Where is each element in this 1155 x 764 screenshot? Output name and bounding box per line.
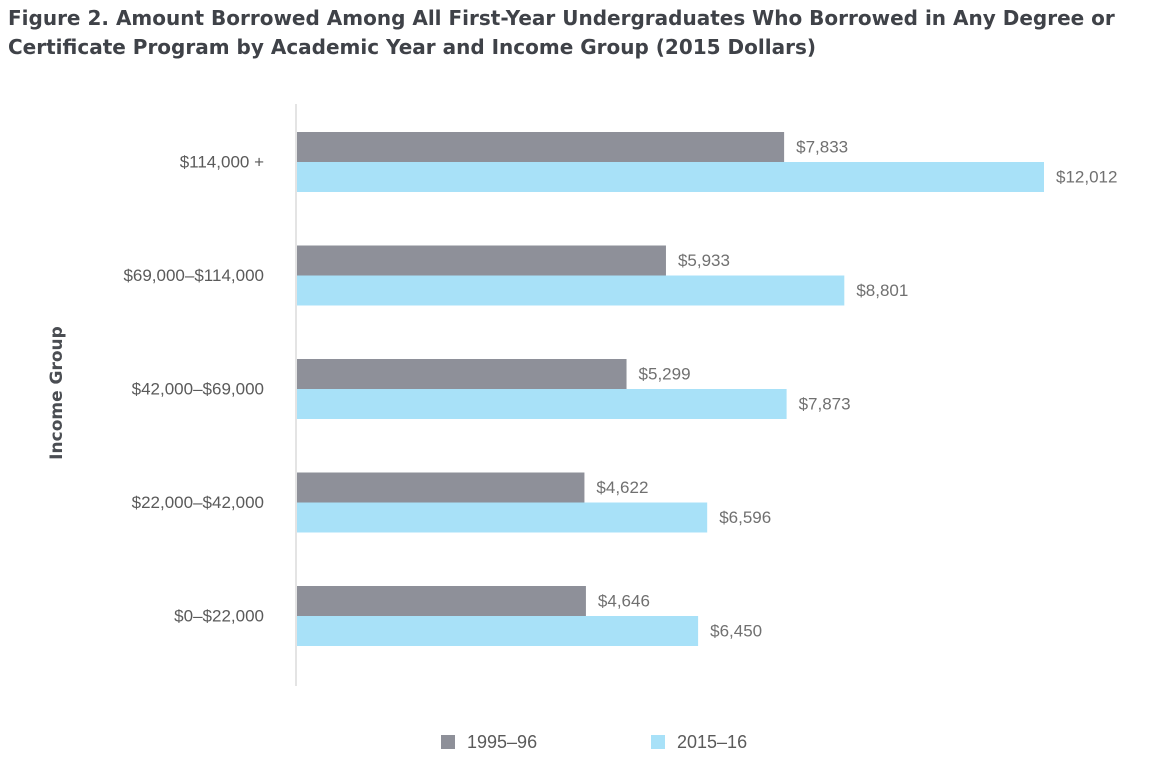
data-label: $4,646 [598, 592, 650, 611]
data-label: $7,873 [799, 395, 851, 414]
chart-title: Figure 2. Amount Borrowed Among All Firs… [8, 6, 1115, 59]
legend-item-1995-96: 1995–96 [441, 728, 537, 756]
data-label: $8,801 [856, 281, 908, 300]
data-label: $7,833 [796, 138, 848, 157]
bar [297, 502, 708, 533]
data-label: $6,450 [710, 622, 762, 641]
category-label: $69,000–$114,000 [123, 266, 264, 285]
data-label: $6,596 [719, 508, 771, 527]
data-label: $4,622 [596, 478, 648, 497]
legend-swatch-2015-16 [651, 735, 665, 749]
bar [297, 245, 666, 276]
category-label: $114,000 + [180, 153, 264, 172]
category-label: $22,000–$42,000 [132, 493, 264, 512]
legend: 1995–96 2015–16 [0, 728, 1155, 756]
bar [297, 586, 586, 616]
bar [297, 162, 1044, 192]
y-axis-title: Income Group [47, 326, 67, 460]
category-label: $42,000–$69,000 [132, 380, 264, 399]
data-label: $12,012 [1056, 168, 1117, 187]
data-label: $5,299 [639, 365, 691, 384]
legend-label-1995-96: 1995–96 [467, 731, 538, 752]
legend-item-2015-16: 2015–16 [651, 728, 747, 756]
legend-swatch-1995-96 [441, 735, 455, 749]
bar [297, 359, 627, 389]
bar [297, 472, 585, 503]
bar [297, 616, 699, 646]
bar [297, 275, 845, 306]
bar [297, 132, 785, 162]
bar [297, 389, 787, 419]
category-label: $0–$22,000 [174, 607, 264, 626]
data-label: $5,933 [678, 251, 730, 270]
legend-label-2015-16: 2015–16 [677, 731, 748, 752]
